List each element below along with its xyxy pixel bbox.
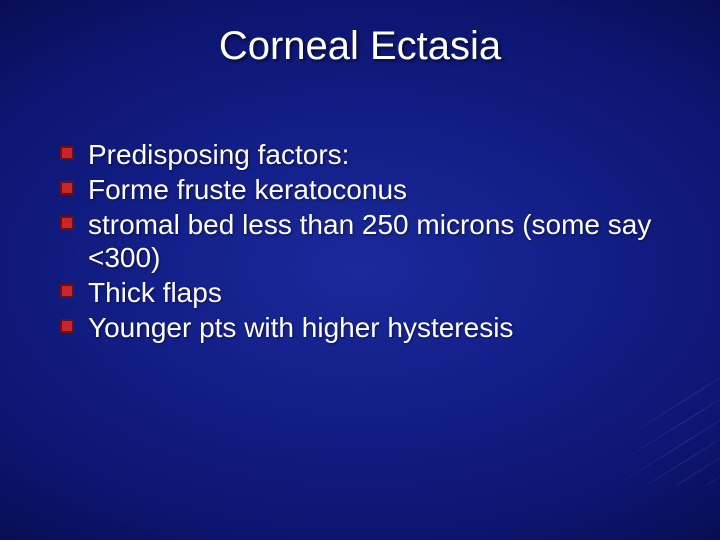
list-item-text: Forme fruste keratoconus (88, 174, 407, 205)
list-item: Predisposing factors: (60, 138, 670, 171)
bullet-icon (60, 146, 74, 160)
decorative-streaks (600, 355, 720, 485)
slide: Corneal Ectasia Predisposing factors: Fo… (0, 0, 720, 540)
bullet-icon (60, 181, 74, 195)
slide-title: Corneal Ectasia (0, 24, 720, 69)
list-item-text: Predisposing factors: (88, 139, 349, 170)
list-item: Younger pts with higher hysteresis (60, 311, 670, 344)
list-item-text: stromal bed less than 250 microns (some … (88, 209, 651, 273)
bullet-icon (60, 319, 74, 333)
slide-body: Predisposing factors: Forme fruste kerat… (60, 138, 670, 346)
list-item: stromal bed less than 250 microns (some … (60, 208, 670, 274)
list-item: Thick flaps (60, 276, 670, 309)
bullet-icon (60, 284, 74, 298)
list-item-text: Younger pts with higher hysteresis (88, 312, 513, 343)
bullet-icon (60, 216, 74, 230)
list-item: Forme fruste keratoconus (60, 173, 670, 206)
list-item-text: Thick flaps (88, 277, 222, 308)
